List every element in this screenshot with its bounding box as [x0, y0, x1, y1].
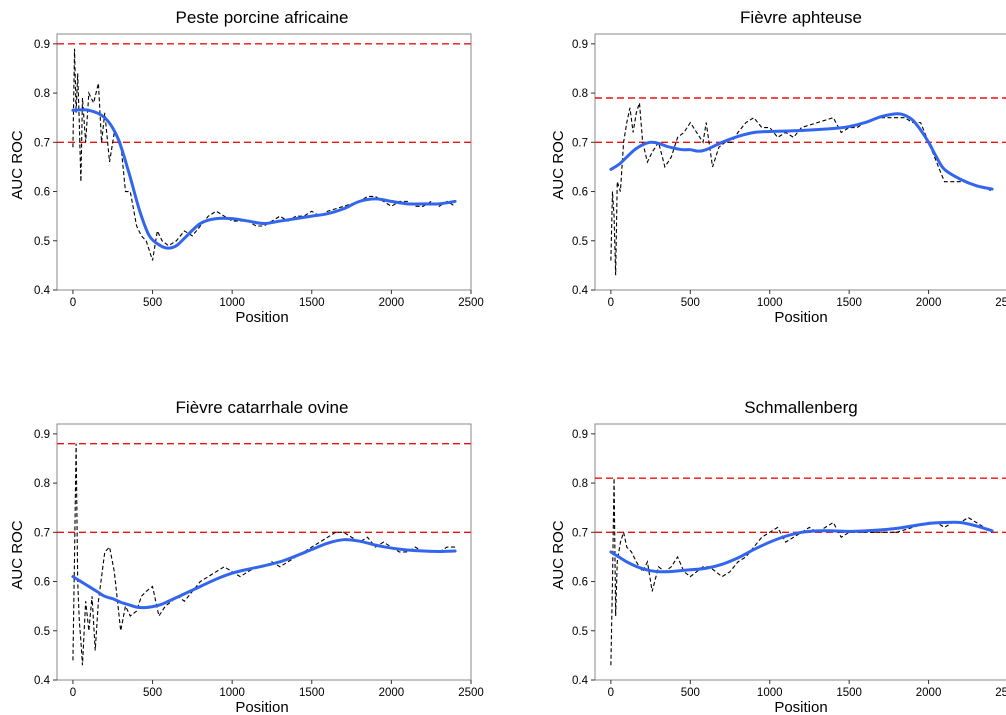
- x-axis-label: Position: [235, 699, 288, 715]
- x-tick-label: 1500: [299, 297, 325, 309]
- chart-title: Fièvre aphteuse: [740, 8, 862, 27]
- x-tick-label: 0: [608, 297, 614, 309]
- x-tick-label: 2500: [458, 297, 484, 309]
- y-tick-label: 0.7: [34, 137, 50, 149]
- y-tick-label: 0.8: [572, 478, 588, 490]
- x-tick-label: 1000: [219, 297, 245, 309]
- chart-panel-1: Peste porcine africaine Position AUC ROC…: [0, 0, 503, 357]
- y-tick-label: 0.6: [34, 577, 50, 589]
- y-tick-label: 0.9: [34, 39, 50, 51]
- raw-auc-series: [72, 443, 456, 666]
- plot-area: 0.4 0.5 0.6 0.7 0.8 0.9 0 500 1000 1500 2000 2500: [34, 423, 484, 699]
- y-tick-label: 0.5: [34, 236, 50, 248]
- y-tick-label: 0.9: [34, 429, 50, 441]
- y-tick-label: 0.6: [572, 187, 588, 199]
- x-tick-label: 1500: [299, 687, 325, 699]
- y-axis-label: AUC ROC: [9, 130, 26, 199]
- y-tick-label: 0.9: [572, 429, 588, 441]
- y-tick-label: 0.4: [34, 675, 51, 687]
- chart-svg-1: Peste porcine africaine Position AUC ROC…: [9, 8, 484, 326]
- chart-panel-2: Fièvre aphteuse Position AUC ROC 0.4 0.5 0…: [538, 0, 1006, 357]
- y-tick-label: 0.7: [572, 137, 588, 149]
- plot-frame: [594, 33, 1006, 291]
- x-tick-label: 500: [681, 687, 700, 699]
- chart-panel-3: Fièvre catarrhale ovine Position AUC ROC…: [0, 390, 503, 715]
- chart-svg-2: Fièvre aphteuse Position AUC ROC 0.40.50…: [550, 8, 1006, 326]
- plot-area: 0.4 0.5 0.6 0.7 0.8 0.9 0 500 1000 1500 2000 2500: [572, 33, 1006, 309]
- x-tick-label: 1500: [836, 297, 862, 309]
- y-tick-label: 0.8: [572, 88, 588, 100]
- chart-title: Fièvre catarrhale ovine: [176, 398, 349, 417]
- y-tick-label: 0.5: [572, 236, 588, 248]
- y-tick-label: 0.6: [34, 187, 50, 199]
- x-tick-label: 2000: [916, 297, 942, 309]
- chart-svg-4: Schmallenberg Position AUC ROC 0.4 0.5 0.6…: [550, 398, 1006, 715]
- plot-area: 0.4 0.5 0.6 0.7 0.8 0.9 0 500 1000 1500 2000 2500: [34, 33, 484, 309]
- chart-title: Schmallenberg: [744, 398, 857, 417]
- data-layer: [595, 477, 1006, 666]
- x-tick-label: 500: [143, 297, 162, 309]
- y-tick-label: 0.4: [572, 675, 589, 687]
- smoothed-auc-series: [71, 538, 457, 610]
- y-tick-label: 0.9: [572, 39, 588, 51]
- y-axis-label: AUC ROC: [550, 130, 567, 199]
- plot-frame: [56, 423, 472, 681]
- data-layer: [57, 43, 471, 261]
- y-axis-label: AUC ROC: [9, 520, 26, 589]
- plot-frame: [594, 423, 1006, 681]
- y-tick-label: 0.5: [34, 626, 50, 638]
- x-axis-label: Position: [774, 699, 827, 715]
- y-tick-label: 0.4: [34, 285, 51, 297]
- x-tick-label: 0: [608, 687, 614, 699]
- x-tick-label: 2000: [379, 687, 405, 699]
- x-tick-label: 2500: [458, 687, 484, 699]
- x-tick-label: 1000: [219, 687, 245, 699]
- x-tick-label: 1500: [836, 687, 862, 699]
- smoothed-auc-series: [71, 108, 457, 250]
- x-tick-label: 500: [681, 297, 700, 309]
- x-tick-label: 1000: [757, 687, 783, 699]
- y-tick-label: 0.7: [572, 527, 588, 539]
- chart-panel-4: Schmallenberg Position AUC ROC 0.4 0.5 0.6…: [538, 390, 1006, 715]
- raw-auc-series: [610, 102, 993, 276]
- y-tick-label: 0.6: [572, 577, 588, 589]
- plot-frame: [56, 33, 472, 291]
- y-tick-label: 0.4: [572, 285, 589, 297]
- plot-area: 0.4 0.5 0.6 0.7 0.8 0.9 0 500 1000 1500 2000 2500: [572, 423, 1006, 699]
- x-tick-label: 2000: [916, 687, 942, 699]
- x-tick-label: 2500: [995, 297, 1006, 309]
- smoothed-auc-series: [609, 112, 994, 191]
- y-axis-label: AUC ROC: [550, 520, 567, 589]
- y-tick-label: 0.8: [34, 88, 50, 100]
- x-tick-label: 2000: [379, 297, 405, 309]
- chart-title: Peste porcine africaine: [176, 8, 349, 27]
- y-tick-label: 0.5: [572, 626, 588, 638]
- x-tick-label: 500: [143, 687, 162, 699]
- smoothed-auc-series: [609, 520, 994, 574]
- data-layer: [595, 97, 1006, 276]
- x-tick-label: 1000: [757, 297, 783, 309]
- x-tick-label: 2500: [995, 687, 1006, 699]
- data-layer: [57, 442, 471, 666]
- x-axis-label: Position: [774, 309, 827, 326]
- x-tick-label: 0: [70, 297, 76, 309]
- x-tick-label: 0: [70, 687, 76, 699]
- x-axis-label: Position: [235, 309, 288, 326]
- y-tick-label: 0.8: [34, 478, 50, 490]
- y-tick-label: 0.7: [34, 527, 50, 539]
- chart-svg-3: Fièvre catarrhale ovine Position AUC ROC…: [9, 398, 484, 715]
